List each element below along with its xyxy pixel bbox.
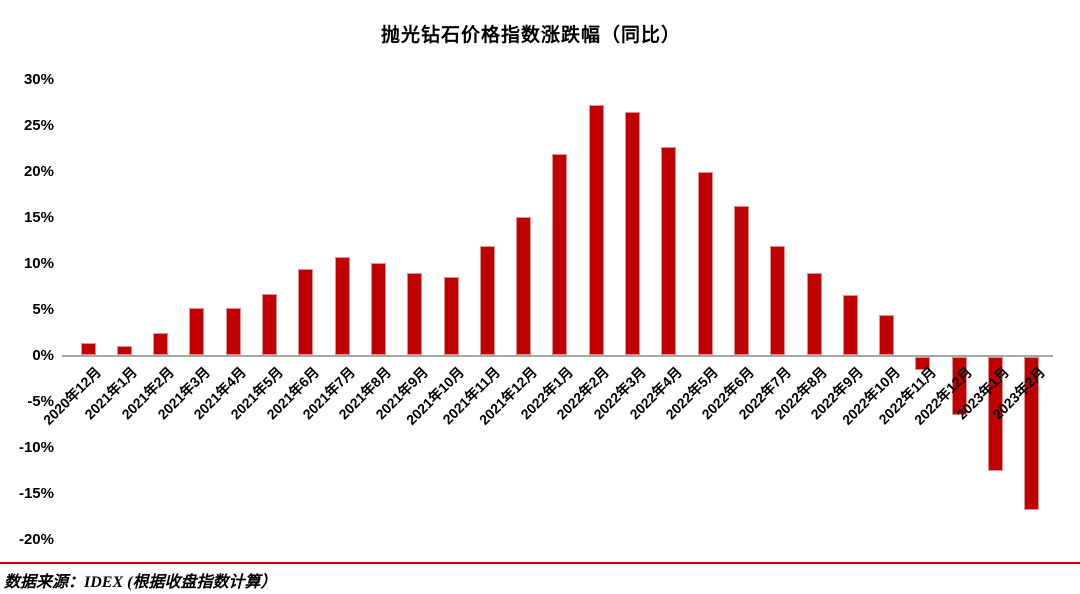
chart-title: 抛光钻石价格指数涨跌幅（同比） bbox=[380, 25, 681, 46]
bar bbox=[842, 295, 858, 355]
bar bbox=[806, 273, 822, 355]
bar bbox=[588, 104, 604, 355]
bar bbox=[334, 257, 350, 355]
bar bbox=[298, 269, 314, 355]
bar bbox=[915, 357, 931, 370]
bar bbox=[697, 171, 713, 355]
y-axis-tick-label: -20% bbox=[18, 531, 54, 548]
y-axis-tick-label: 10% bbox=[23, 255, 54, 272]
footer-divider bbox=[0, 562, 1080, 564]
y-axis-tick-label: 15% bbox=[23, 209, 54, 226]
bar bbox=[116, 345, 132, 355]
zero-axis-line bbox=[62, 355, 1053, 357]
y-axis-tick-label: 20% bbox=[23, 163, 54, 180]
bar bbox=[879, 315, 895, 355]
bar bbox=[661, 147, 677, 355]
bar bbox=[225, 308, 241, 355]
bar bbox=[479, 245, 495, 355]
bar bbox=[625, 112, 640, 355]
y-axis-tick-label: 0% bbox=[32, 347, 54, 364]
y-axis-tick-label: -5% bbox=[27, 393, 54, 410]
bar bbox=[370, 263, 386, 355]
bar bbox=[407, 273, 423, 355]
bar bbox=[153, 332, 169, 355]
bar bbox=[80, 343, 96, 355]
data-source-note: 数据来源：IDEX (根据收盘指数计算） bbox=[4, 574, 277, 591]
bar bbox=[262, 294, 277, 355]
y-axis-tick-label: -10% bbox=[18, 439, 54, 456]
bar bbox=[988, 357, 1003, 472]
bar bbox=[770, 245, 786, 355]
bar bbox=[516, 217, 532, 355]
bar bbox=[189, 308, 205, 355]
bar bbox=[951, 357, 967, 415]
bar bbox=[552, 154, 568, 355]
bar bbox=[733, 205, 749, 355]
bar bbox=[1024, 357, 1040, 510]
bar bbox=[443, 276, 459, 355]
y-axis-tick-label: -15% bbox=[18, 485, 54, 502]
y-axis-tick-label: 30% bbox=[23, 71, 54, 88]
y-axis-tick-label: 5% bbox=[32, 301, 54, 318]
y-axis-tick-label: 25% bbox=[23, 117, 54, 134]
